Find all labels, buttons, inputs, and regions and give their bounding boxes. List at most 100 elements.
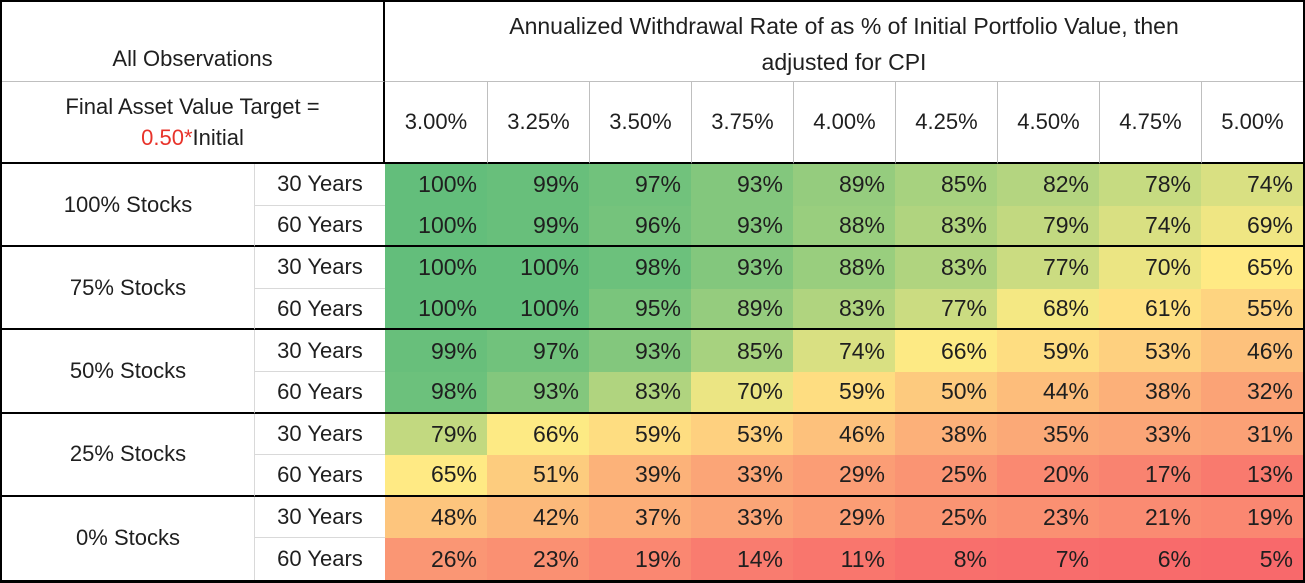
heatmap-cell: 14% [691, 538, 793, 580]
heatmap-cell: 42% [487, 496, 589, 539]
heatmap-cell: 70% [691, 371, 793, 414]
heatmap-cell: 17% [1099, 455, 1201, 497]
period-cell: 60 Years [255, 206, 385, 248]
heatmap-cell: 83% [793, 288, 895, 331]
heatmap-cell: 33% [691, 496, 793, 539]
column-header-3.25%: 3.25% [487, 82, 589, 164]
column-header-5.00%: 5.00% [1201, 82, 1303, 164]
heatmap-cell: 19% [1201, 496, 1303, 539]
heatmap-cell: 13% [1201, 455, 1303, 497]
heatmap-cell: 21% [1099, 496, 1201, 539]
heatmap-cell: 83% [895, 247, 997, 289]
heatmap-cell: 53% [1099, 330, 1201, 372]
target-multiplier-red-text: 0.50* [141, 125, 193, 150]
heatmap-cell: 79% [997, 205, 1099, 248]
final-asset-value-target-cell: Final Asset Value Target = 0.50*Initial [2, 82, 385, 164]
heatmap-cell: 65% [1201, 247, 1303, 289]
heatmap-cell: 29% [793, 455, 895, 497]
heatmap-cell: 70% [1099, 247, 1201, 289]
heatmap-cell: 69% [1201, 205, 1303, 248]
period-cell: 30 Years [255, 164, 385, 206]
column-header-4.50%: 4.50% [997, 82, 1099, 164]
column-header-4.00%: 4.00% [793, 82, 895, 164]
heatmap-cell: 23% [997, 496, 1099, 539]
heatmap-cell: 100% [487, 247, 589, 289]
heatmap-cell: 65% [385, 455, 487, 497]
heatmap-cell: 89% [691, 288, 793, 331]
heatmap-cell: 38% [1099, 371, 1201, 414]
heatmap-cell: 93% [691, 205, 793, 248]
heatmap-cell: 33% [1099, 413, 1201, 456]
heatmap-cell: 39% [589, 455, 691, 497]
heatmap-cell: 20% [997, 455, 1099, 497]
column-header-3.00%: 3.00% [385, 82, 487, 164]
heatmap-cell: 100% [487, 288, 589, 331]
heatmap-cell: 48% [385, 496, 487, 539]
heatmap-cell: 33% [691, 455, 793, 497]
heatmap-cell: 7% [997, 538, 1099, 580]
heatmap-cell: 74% [1099, 205, 1201, 248]
heatmap-cell: 6% [1099, 538, 1201, 580]
heatmap-cell: 50% [895, 371, 997, 414]
target-initial-text: Initial [192, 125, 244, 150]
heatmap-cell: 79% [385, 413, 487, 456]
heatmap-cell: 93% [691, 164, 793, 206]
target-value-line: 0.50*Initial [141, 122, 244, 153]
column-header-4.25%: 4.25% [895, 82, 997, 164]
group-label: 100% Stocks [2, 164, 255, 248]
heatmap-cell: 8% [895, 538, 997, 580]
heatmap-cell: 59% [793, 371, 895, 414]
period-cell: 60 Years [255, 372, 385, 414]
heatmap-cell: 97% [589, 164, 691, 206]
period-cell: 30 Years [255, 247, 385, 289]
heatmap-cell: 100% [385, 164, 487, 206]
heatmap-cell: 25% [895, 496, 997, 539]
column-header-4.75%: 4.75% [1099, 82, 1201, 164]
period-cell: 30 Years [255, 414, 385, 456]
heatmap-cell: 11% [793, 538, 895, 580]
heatmap-cell: 78% [1099, 164, 1201, 206]
heatmap-cell: 85% [895, 164, 997, 206]
group-label: 75% Stocks [2, 247, 255, 331]
heatmap-cell: 98% [385, 371, 487, 414]
heatmap-cell: 23% [487, 538, 589, 580]
heatmap-cell: 88% [793, 205, 895, 248]
heatmap-cell: 66% [895, 330, 997, 372]
heatmap-cell: 85% [691, 330, 793, 372]
period-cell: 30 Years [255, 330, 385, 372]
column-header-3.50%: 3.50% [589, 82, 691, 164]
heatmap-cell: 68% [997, 288, 1099, 331]
heatmap-cell: 77% [895, 288, 997, 331]
heatmap-cell: 99% [487, 164, 589, 206]
heatmap-cell: 44% [997, 371, 1099, 414]
heatmap-cell: 29% [793, 496, 895, 539]
heatmap-cell: 88% [793, 247, 895, 289]
heatmap-cell: 53% [691, 413, 793, 456]
heatmap-cell: 46% [793, 413, 895, 456]
heatmap-cell: 82% [997, 164, 1099, 206]
heatmap-cell: 98% [589, 247, 691, 289]
heatmap-cell: 59% [997, 330, 1099, 372]
period-cell: 60 Years [277, 546, 363, 572]
heatmap-cell: 38% [895, 413, 997, 456]
period-cell: 60 Years [255, 289, 385, 331]
heatmap-cell: 77% [997, 247, 1099, 289]
heatmap-cell: 46% [1201, 330, 1303, 372]
heatmap-cell: 97% [487, 330, 589, 372]
heatmap-cell: 61% [1099, 288, 1201, 331]
heatmap-cell: 51% [487, 455, 589, 497]
heatmap-cell: 100% [385, 205, 487, 248]
target-label-line: Final Asset Value Target = [65, 94, 320, 119]
heatmap-cell: 83% [589, 371, 691, 414]
corner-all-observations-label: All Observations [2, 2, 385, 82]
group-label: 50% Stocks [2, 330, 255, 414]
heatmap-cell: 96% [589, 205, 691, 248]
heatmap-cell: 26% [385, 538, 487, 580]
column-header-3.75%: 3.75% [691, 82, 793, 164]
table-title: Annualized Withdrawal Rate of as % of In… [385, 2, 1303, 82]
all-observations-text: All Observations [112, 46, 273, 71]
heatmap-cell: 83% [895, 205, 997, 248]
heatmap-cell: 99% [487, 205, 589, 248]
heatmap-cell: 100% [385, 247, 487, 289]
